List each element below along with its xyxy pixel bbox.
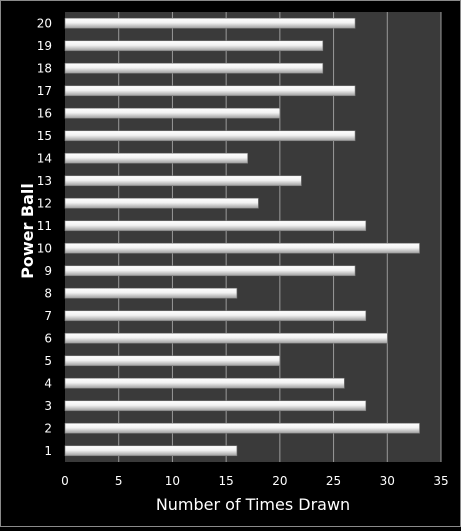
x-tick-label: 25 bbox=[326, 474, 341, 488]
y-tick-label: 6 bbox=[44, 331, 52, 345]
plot-area bbox=[65, 12, 441, 462]
y-tick-label: 8 bbox=[44, 286, 52, 300]
x-tick-label: 20 bbox=[272, 474, 287, 488]
bar bbox=[64, 197, 259, 209]
y-tick-label: 4 bbox=[44, 376, 52, 390]
bar bbox=[64, 445, 238, 457]
y-tick-label: 17 bbox=[37, 84, 52, 98]
bar bbox=[64, 107, 281, 119]
bar bbox=[64, 287, 238, 299]
bar bbox=[64, 377, 345, 389]
bar bbox=[64, 332, 388, 344]
x-tick-label: 0 bbox=[61, 474, 69, 488]
bar bbox=[64, 175, 302, 187]
y-tick-label: 13 bbox=[37, 174, 52, 188]
y-tick-label: 2 bbox=[44, 421, 52, 435]
y-tick-label: 19 bbox=[37, 39, 52, 53]
bar bbox=[64, 130, 356, 142]
x-tick-label: 5 bbox=[115, 474, 123, 488]
y-tick-label: 16 bbox=[37, 106, 52, 120]
x-tick-label: 10 bbox=[165, 474, 180, 488]
bar bbox=[64, 17, 356, 29]
y-tick-label: 3 bbox=[44, 399, 52, 413]
y-tick-label: 5 bbox=[44, 354, 52, 368]
bar bbox=[64, 220, 367, 232]
bar bbox=[64, 400, 367, 412]
y-tick-label: 15 bbox=[37, 129, 52, 143]
x-tick-label: 35 bbox=[433, 474, 448, 488]
bar bbox=[64, 242, 420, 254]
y-axis-title: Power Ball bbox=[18, 183, 37, 279]
y-tick-label: 12 bbox=[37, 196, 52, 210]
x-tick-label: 30 bbox=[380, 474, 395, 488]
y-tick-label: 1 bbox=[44, 444, 52, 458]
bar bbox=[64, 310, 367, 322]
y-tick-label: 11 bbox=[37, 219, 52, 233]
y-tick-label: 14 bbox=[37, 151, 52, 165]
bar bbox=[64, 355, 281, 367]
x-tick-label: 15 bbox=[219, 474, 234, 488]
y-tick-label: 20 bbox=[37, 16, 52, 30]
x-tick-labels: 0 5 10 15 20 25 30 35 bbox=[61, 474, 448, 488]
y-tick-label: 18 bbox=[37, 61, 52, 75]
bar bbox=[64, 85, 356, 97]
y-tick-label: 10 bbox=[37, 241, 52, 255]
bar bbox=[64, 265, 356, 277]
bars bbox=[64, 17, 420, 457]
bar bbox=[64, 40, 324, 52]
y-tick-label: 7 bbox=[44, 309, 52, 323]
y-tick-label: 9 bbox=[44, 264, 52, 278]
bar bbox=[64, 422, 420, 434]
bar bbox=[64, 152, 248, 164]
bar bbox=[64, 62, 324, 74]
x-axis-title: Number of Times Drawn bbox=[156, 495, 350, 514]
